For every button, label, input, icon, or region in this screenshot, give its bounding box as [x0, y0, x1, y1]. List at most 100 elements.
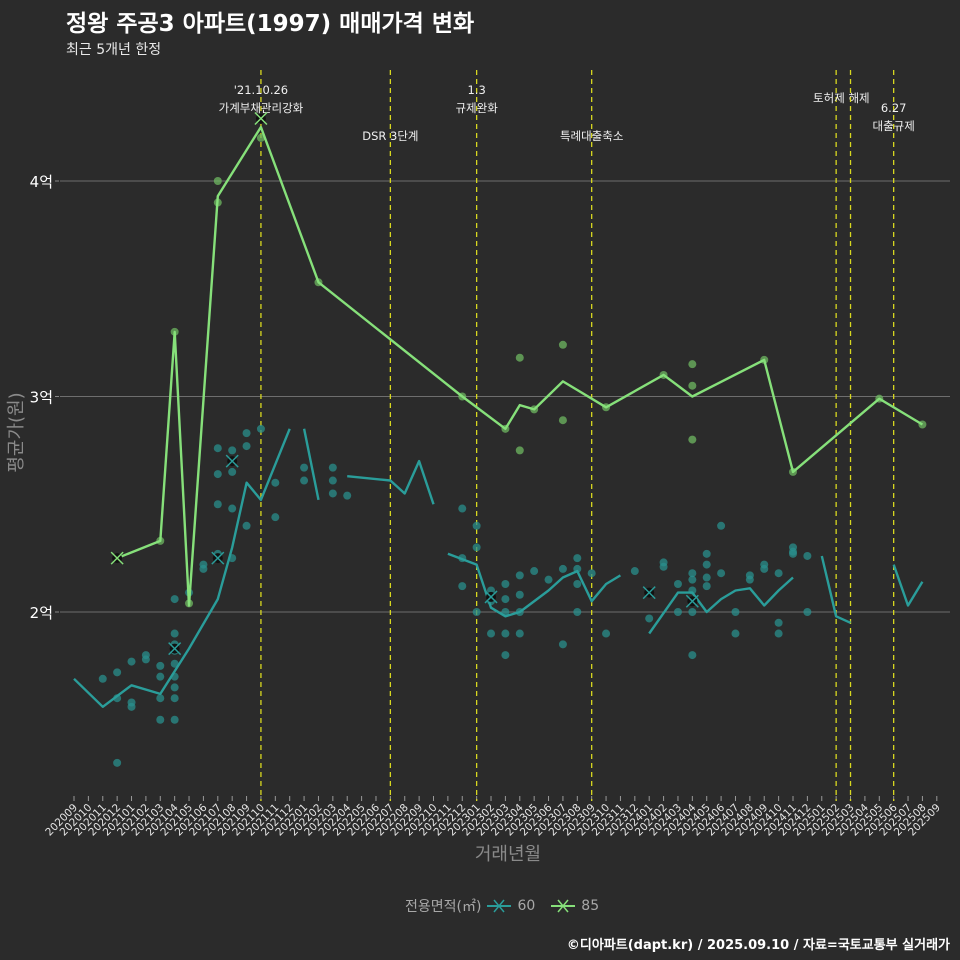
data-point-60: [242, 429, 251, 438]
data-point-60: [530, 567, 539, 576]
data-point-85: [213, 177, 222, 185]
series-line-60: [820, 555, 851, 624]
data-point-60: [156, 672, 165, 681]
data-point-60: [673, 579, 682, 588]
event-annotation: 6.27: [881, 101, 907, 115]
data-point-60: [803, 551, 812, 560]
data-point-60: [731, 608, 740, 616]
data-point-85: [515, 446, 524, 455]
data-point-60: [199, 560, 208, 569]
y-tick-label: 2억: [30, 604, 53, 622]
data-point-60: [343, 491, 352, 500]
data-point-60: [774, 569, 783, 578]
data-point-60: [271, 478, 280, 487]
event-annotation: 규제완화: [455, 101, 498, 115]
data-point-60: [300, 463, 309, 472]
data-point-60: [328, 476, 337, 485]
data-point-60: [673, 608, 682, 616]
data-point-60: [645, 614, 654, 623]
data-point-60: [789, 543, 797, 552]
data-point-60: [113, 758, 122, 767]
data-point-60: [501, 595, 510, 604]
data-point-60: [688, 651, 697, 660]
data-point-60: [717, 569, 726, 578]
x-marker-60: [685, 594, 699, 608]
data-point-60: [242, 521, 251, 530]
data-point-60: [774, 618, 783, 627]
data-point-60: [472, 543, 481, 552]
data-point-60: [515, 629, 524, 638]
data-point-60: [170, 715, 179, 724]
data-point-85: [558, 416, 567, 425]
event-annotation: 대출규제: [872, 119, 914, 133]
data-point-60: [702, 560, 711, 569]
data-point-60: [228, 446, 237, 455]
data-point-60: [789, 549, 797, 558]
data-point-60: [472, 608, 481, 616]
data-point-60: [170, 694, 179, 703]
data-point-85: [688, 435, 697, 444]
legend-label-85: 85: [581, 898, 600, 914]
data-point-60: [515, 571, 524, 580]
data-point-60: [170, 595, 179, 604]
legend-key-60-icon: [487, 897, 512, 915]
data-point-60: [228, 467, 237, 476]
data-point-60: [702, 573, 711, 582]
x-marker-85: [110, 551, 124, 565]
data-point-60: [760, 560, 769, 569]
data-point-60: [472, 521, 481, 530]
data-point-60: [544, 575, 553, 584]
series-line-60: [302, 428, 320, 501]
data-point-60: [731, 629, 740, 638]
data-point-60: [170, 683, 179, 692]
y-tick-label: 4억: [30, 173, 53, 191]
data-point-60: [688, 608, 697, 616]
legend-key-85-icon: [551, 897, 576, 915]
data-point-60: [170, 659, 179, 668]
event-annotation: 1.3: [467, 83, 485, 97]
chart-subtitle: 최근 5개년 한정: [66, 42, 162, 58]
event-annotation: 특례대출축소: [560, 129, 623, 143]
x-marker-60: [484, 590, 498, 604]
x-marker-60: [642, 586, 656, 600]
data-point-60: [602, 629, 611, 638]
data-point-60: [702, 549, 711, 558]
legend-title: 전용면적(㎡): [405, 899, 482, 915]
series-line-60: [73, 428, 291, 708]
data-point-60: [271, 513, 280, 522]
x-marker-60: [168, 642, 182, 656]
data-point-85: [688, 360, 697, 369]
legend-label-60: 60: [517, 898, 536, 914]
x-marker-85: [254, 111, 268, 126]
data-point-60: [458, 582, 467, 591]
data-point-60: [688, 575, 697, 584]
data-point-60: [228, 504, 237, 513]
data-point-60: [156, 715, 165, 724]
data-point-60: [573, 608, 582, 616]
data-point-60: [156, 661, 165, 670]
data-point-60: [213, 444, 222, 453]
data-point-60: [501, 579, 510, 588]
footer-credit: ©디아파트(dapt.kr) / 2025.09.10 / 자료=국토교통부 실…: [566, 938, 950, 953]
data-point-60: [213, 470, 222, 479]
data-point-60: [558, 640, 567, 649]
data-point-60: [113, 668, 122, 677]
legend: 전용면적(㎡) 60 85: [405, 896, 599, 916]
data-point-60: [803, 608, 812, 616]
data-point-60: [501, 651, 510, 660]
data-point-85: [515, 353, 524, 362]
event-annotation: 토허제 해제: [813, 91, 870, 105]
event-annotation: DSR 3단계: [362, 129, 418, 143]
data-point-60: [213, 500, 222, 509]
data-point-60: [328, 463, 337, 472]
data-point-60: [127, 702, 136, 711]
data-point-60: [558, 564, 567, 573]
series-line-85: [116, 125, 924, 607]
chart-title: 정왕 주공3 아파트(1997) 매매가격 변화: [66, 11, 475, 37]
x-marker-60: [225, 454, 239, 468]
y-tick-label: 3억: [30, 389, 53, 407]
event-annotation: 가계부채관리강화: [219, 101, 304, 115]
data-point-60: [745, 575, 754, 584]
data-point-60: [487, 629, 496, 638]
